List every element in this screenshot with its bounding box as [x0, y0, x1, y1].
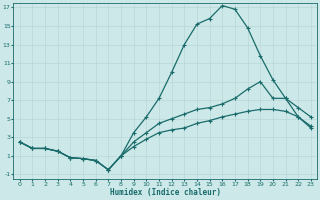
X-axis label: Humidex (Indice chaleur): Humidex (Indice chaleur) — [110, 188, 221, 197]
